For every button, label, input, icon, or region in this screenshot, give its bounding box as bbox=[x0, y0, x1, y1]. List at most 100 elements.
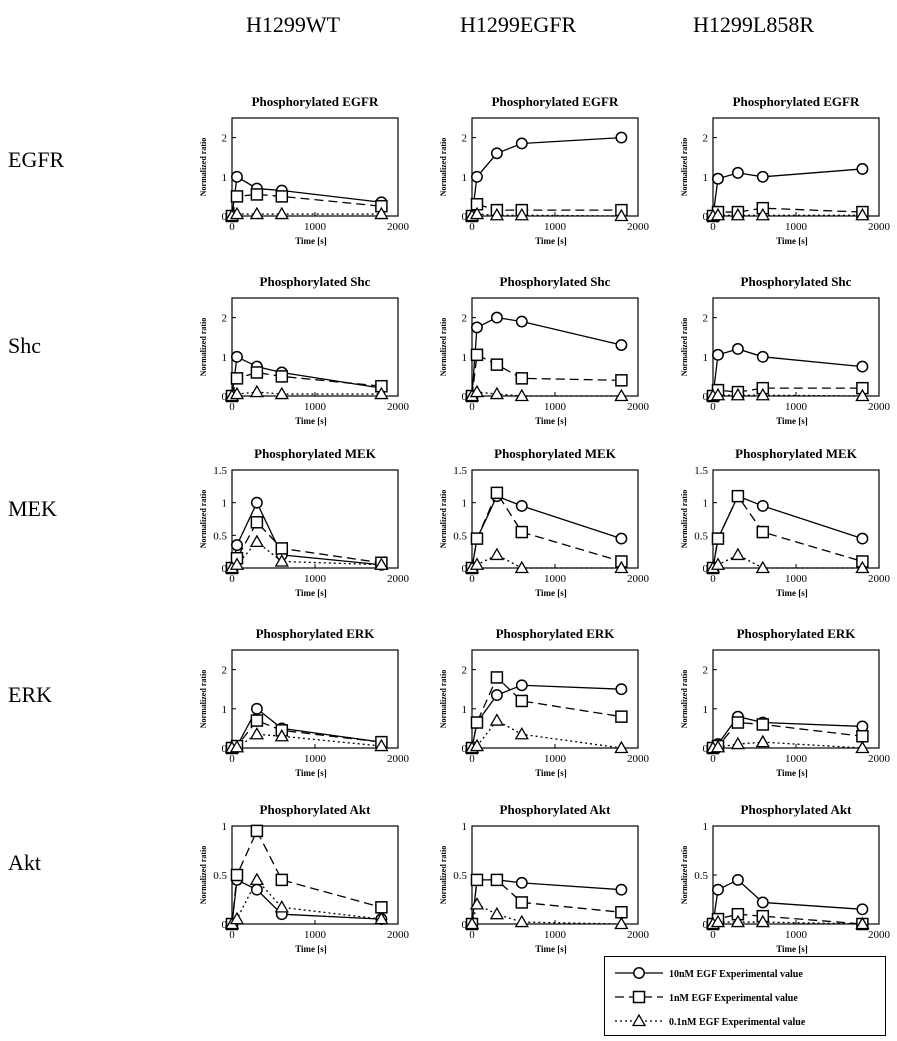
x-axis-label: Time [s] bbox=[295, 944, 327, 954]
chart-panel: Phosphorylated MEK 0 1000 2000 0 0.5 1 1.5 Time … bbox=[439, 446, 650, 598]
chart-panel: Phosphorylated MEK 0 1000 2000 0 0.5 1 1.5 Time … bbox=[199, 446, 410, 598]
series-point bbox=[615, 710, 628, 723]
y-tick-label: 0 bbox=[703, 743, 709, 755]
series-point bbox=[250, 366, 264, 379]
y-tick-label: 0 bbox=[462, 743, 468, 755]
y-tick-label: 1 bbox=[462, 821, 468, 833]
plot-frame bbox=[712, 649, 880, 749]
legend-svg: 10nM EGF Experimental value 1nM EGF Exper… bbox=[615, 967, 806, 1028]
y-tick-label: 0 bbox=[703, 391, 709, 403]
chart-title: Phosphorylated Akt bbox=[500, 802, 612, 817]
y-tick-label: 1 bbox=[462, 352, 468, 364]
y-tick-label: 0 bbox=[462, 211, 468, 223]
y-tick-label: 0.5 bbox=[213, 530, 227, 542]
y-tick-label: 1 bbox=[703, 498, 709, 510]
row-label-akt: Akt bbox=[8, 850, 41, 875]
x-tick-label: 2000 bbox=[868, 221, 891, 233]
x-tick-label: 2000 bbox=[387, 573, 410, 585]
x-axis-label: Time [s] bbox=[295, 416, 327, 426]
series-point bbox=[471, 170, 483, 183]
row-label-shc: Shc bbox=[8, 333, 41, 358]
x-tick-label: 1000 bbox=[785, 573, 808, 585]
series-point bbox=[490, 311, 503, 324]
x-tick-label: 2000 bbox=[627, 401, 650, 413]
x-tick-label: 2000 bbox=[387, 221, 410, 233]
chart-title: Phosphorylated EGFR bbox=[492, 94, 619, 109]
series-point bbox=[275, 542, 289, 555]
series-line bbox=[231, 193, 382, 217]
series-point bbox=[710, 557, 726, 570]
series-point bbox=[464, 916, 480, 930]
x-tick-label: 2000 bbox=[868, 573, 891, 585]
series-point bbox=[249, 534, 265, 548]
series-point bbox=[249, 384, 265, 398]
chart-title: Phosphorylated Akt bbox=[260, 802, 372, 817]
series-point bbox=[229, 739, 245, 753]
x-tick-label: 1000 bbox=[785, 929, 808, 941]
x-tick-label: 1000 bbox=[544, 753, 567, 765]
x-axis-label: Time [s] bbox=[776, 416, 808, 426]
series-point bbox=[615, 883, 628, 896]
series-point bbox=[615, 374, 628, 387]
series-point bbox=[515, 499, 528, 512]
y-tick-label: 0 bbox=[462, 563, 468, 575]
chart-title: Phosphorylated Shc bbox=[741, 274, 852, 289]
y-tick-label: 0 bbox=[703, 211, 709, 223]
series-point bbox=[470, 532, 484, 545]
chart-title: Phosphorylated MEK bbox=[735, 446, 858, 461]
series-point bbox=[614, 208, 629, 222]
y-tick-label: 2 bbox=[222, 133, 228, 145]
x-axis-label: Time [s] bbox=[776, 588, 808, 598]
row-label-egfr: EGFR bbox=[8, 147, 65, 172]
series-point bbox=[711, 532, 725, 545]
x-tick-label: 1000 bbox=[544, 929, 567, 941]
series-line bbox=[231, 829, 382, 925]
series-point bbox=[755, 560, 770, 574]
series-point bbox=[490, 358, 504, 371]
series-point bbox=[249, 872, 265, 886]
series-point bbox=[731, 873, 744, 886]
chart-title: Phosphorylated Shc bbox=[500, 274, 611, 289]
x-axis-label: Time [s] bbox=[535, 768, 567, 778]
series-point bbox=[710, 387, 726, 401]
series-point bbox=[730, 736, 746, 750]
chart-title: Phosphorylated MEK bbox=[254, 446, 377, 461]
y-tick-label: 2 bbox=[462, 313, 468, 325]
chart-panel: Phosphorylated Akt 0 1000 2000 0 0.5 1 Time [s]… bbox=[439, 802, 650, 954]
series-point bbox=[712, 172, 724, 185]
chart-title: Phosphorylated ERK bbox=[737, 626, 857, 641]
y-tick-label: 0.5 bbox=[213, 870, 227, 882]
x-axis-label: Time [s] bbox=[535, 416, 567, 426]
y-tick-label: 2 bbox=[462, 665, 468, 677]
chart-title: Phosphorylated ERK bbox=[496, 626, 616, 641]
series-point bbox=[250, 824, 264, 838]
series-point bbox=[514, 726, 529, 740]
x-axis-label: Time [s] bbox=[535, 944, 567, 954]
series-point bbox=[489, 906, 505, 920]
chart-panel: Phosphorylated Shc 0 1000 2000 0 1 2 Time [s] No… bbox=[680, 274, 891, 426]
series-point bbox=[229, 206, 245, 220]
y-tick-label: 0 bbox=[222, 391, 228, 403]
series-point bbox=[856, 163, 869, 175]
series-point bbox=[731, 166, 744, 179]
series-point bbox=[515, 137, 528, 150]
y-tick-label: 1.5 bbox=[213, 465, 227, 477]
x-tick-label: 0 bbox=[710, 401, 716, 413]
y-tick-label: 1 bbox=[462, 172, 468, 184]
series-point bbox=[250, 702, 263, 715]
y-tick-label: 2 bbox=[703, 313, 709, 325]
series-point bbox=[249, 726, 265, 740]
y-tick-label: 1.5 bbox=[694, 465, 708, 477]
series-point bbox=[229, 911, 245, 925]
x-axis-label: Time [s] bbox=[535, 588, 567, 598]
chart-title: Phosphorylated Akt bbox=[741, 802, 853, 817]
y-tick-label: 1 bbox=[703, 352, 709, 364]
series-point bbox=[515, 896, 529, 909]
chart-panel: Phosphorylated EGFR 0 1000 2000 0 1 2 Time [s] N… bbox=[680, 94, 891, 246]
y-tick-label: 0 bbox=[462, 919, 468, 931]
series-point bbox=[756, 718, 770, 731]
column-header-h1299l858r: H1299L858R bbox=[693, 12, 814, 37]
y-tick-label: 0 bbox=[703, 563, 709, 575]
series-point bbox=[731, 489, 745, 503]
series-point bbox=[755, 387, 770, 401]
